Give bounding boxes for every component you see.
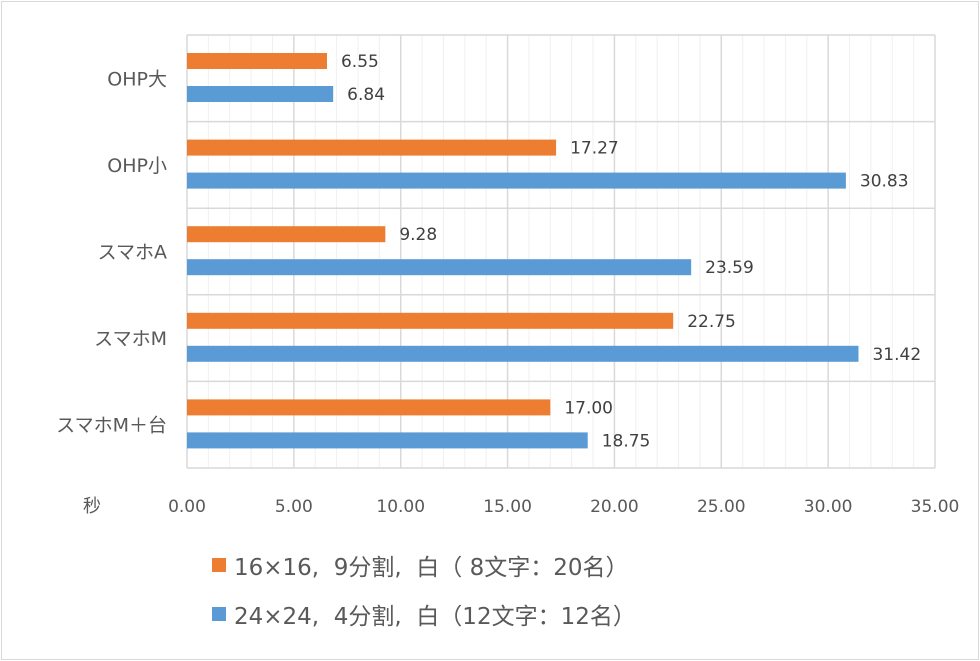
data-label: 22.75 (687, 312, 736, 332)
x-tick-label: 20.00 (590, 497, 639, 517)
legend-item-series-1: 16×16, 9分割, 白（ 8文字：20名） (212, 548, 629, 582)
bar-orange (187, 312, 674, 329)
legend-label: 24×24, 4分割, 白（12文字：12名） (234, 604, 636, 630)
x-tick-label: 5.00 (275, 497, 313, 517)
data-label: 17.27 (570, 139, 619, 159)
data-label: 9.28 (399, 225, 437, 245)
x-tick-label: 0.00 (168, 497, 206, 517)
category-label: OHP小 (107, 155, 167, 177)
category-label: スマホM＋台 (56, 415, 167, 437)
legend-swatch-orange (212, 558, 226, 572)
data-label: 30.83 (860, 172, 909, 192)
category-label: スマホM (94, 328, 167, 350)
data-label: 31.42 (872, 345, 921, 365)
legend-swatch-blue (212, 607, 226, 621)
bar-blue (187, 345, 859, 362)
bar-orange (187, 226, 386, 243)
bar-blue (187, 432, 588, 449)
x-tick-label: 35.00 (911, 497, 960, 517)
bar-orange (187, 399, 551, 416)
x-tick-label: 10.00 (376, 497, 425, 517)
category-label: OHP大 (107, 68, 167, 90)
data-label: 23.59 (705, 258, 754, 278)
legend-item-series-2: 24×24, 4分割, 白（12文字：12名） (212, 597, 636, 631)
data-label: 18.75 (602, 431, 651, 451)
data-label: 6.55 (341, 52, 379, 72)
category-label: スマホA (98, 242, 167, 264)
x-tick-label: 30.00 (804, 497, 853, 517)
legend-label: 16×16, 9分割, 白（ 8文字：20名） (234, 555, 629, 581)
bar-blue (187, 86, 334, 102)
bar-orange (187, 53, 327, 69)
bar-blue (187, 172, 846, 189)
data-label: 6.84 (347, 85, 385, 105)
x-axis-unit-label: 秒 (83, 496, 101, 517)
bar-blue (187, 259, 692, 276)
x-tick-label: 25.00 (697, 497, 746, 517)
bar-orange (187, 139, 557, 156)
x-tick-label: 15.00 (483, 497, 532, 517)
data-label: 17.00 (564, 398, 613, 418)
